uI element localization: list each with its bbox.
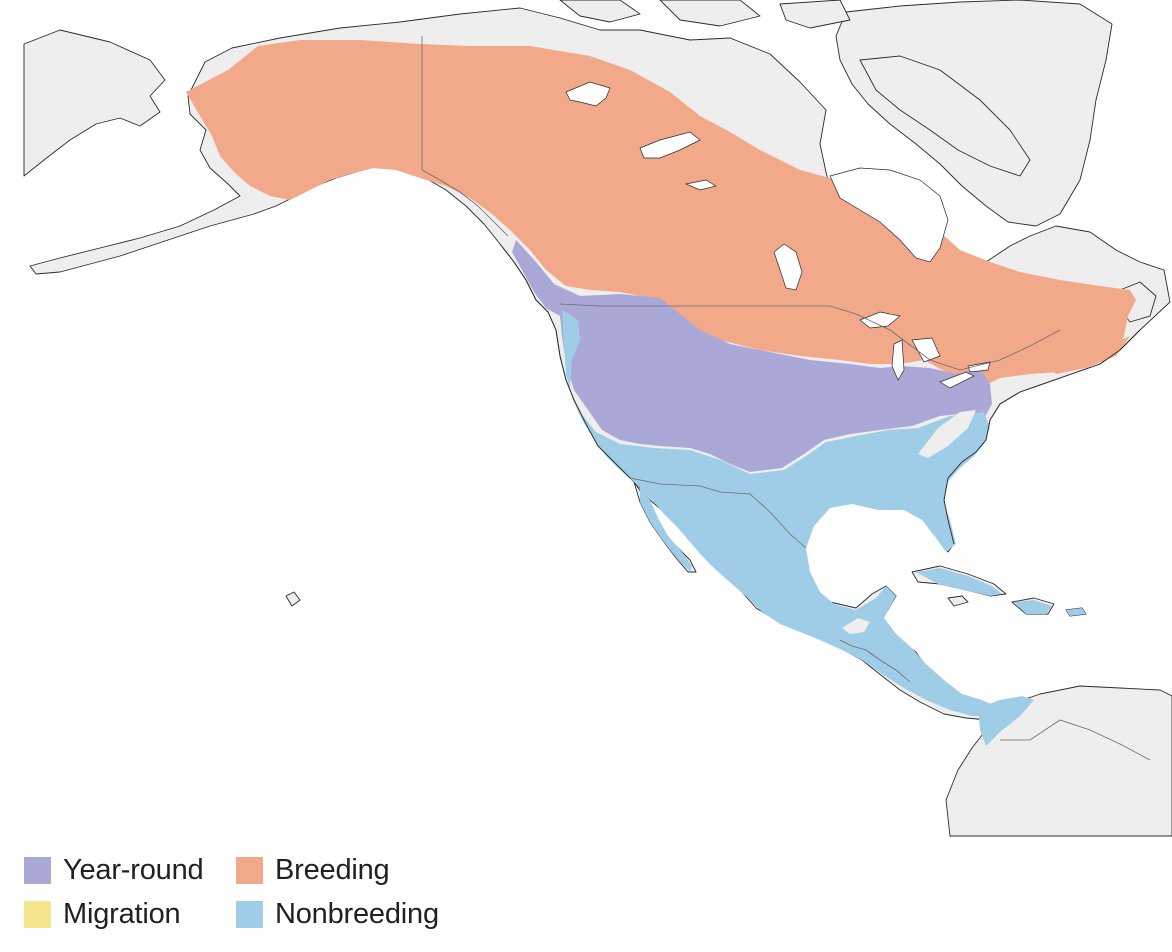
range-year-round [512,240,992,472]
coastline [499,243,1141,545]
border-south-america [1000,719,1151,761]
legend-label-migration: Migration [63,897,181,930]
legend-label-nonbreeding: Nonbreeding [275,897,439,930]
land-arctic-island-1 [559,0,641,23]
lake-ontario [967,361,991,373]
lake-great-bear [565,81,611,107]
lake-superior [859,311,901,329]
border-central-america [839,639,911,683]
border-us-mexico [629,477,807,549]
land-siberia [23,29,166,177]
swatch-breeding [236,856,263,884]
lake-great-slave [639,131,701,159]
range-gap-central-america [842,618,870,634]
range-gap-east [918,410,976,458]
legend-item-breeding: Breeding [236,852,390,888]
legend-label-year-round: Year-round [63,853,204,886]
land-baffin-island [859,55,1031,177]
legend-item-nonbreeding: Nonbreeding [236,896,439,932]
range-breeding [186,40,1136,416]
range-nonbreeding [562,310,1086,746]
legend-item-year-round: Year-round [24,852,204,888]
swatch-migration [24,900,51,928]
border-us-canada [559,303,1061,371]
hudson-bay [829,167,949,263]
lake-michigan [891,339,905,381]
lake-athabasca [684,179,717,191]
legend-item-migration: Migration [24,896,181,932]
lake-huron [911,337,941,363]
lakes [565,81,991,389]
land-hawaii [285,591,301,607]
lake-winnipeg [773,243,803,291]
land-arctic-island-2 [659,0,761,27]
swatch-year-round [24,856,51,884]
range-map [23,0,1172,837]
swatch-nonbreeding [236,900,263,928]
border-alaska-panhandle [421,169,509,237]
legend: Year-round Breeding Migration Nonbreedin… [24,852,504,942]
lake-erie [939,371,975,389]
legend-label-breeding: Breeding [275,853,390,886]
borders [421,36,1151,761]
land-jamaica [947,595,969,607]
land-arctic-island-3 [779,0,851,29]
